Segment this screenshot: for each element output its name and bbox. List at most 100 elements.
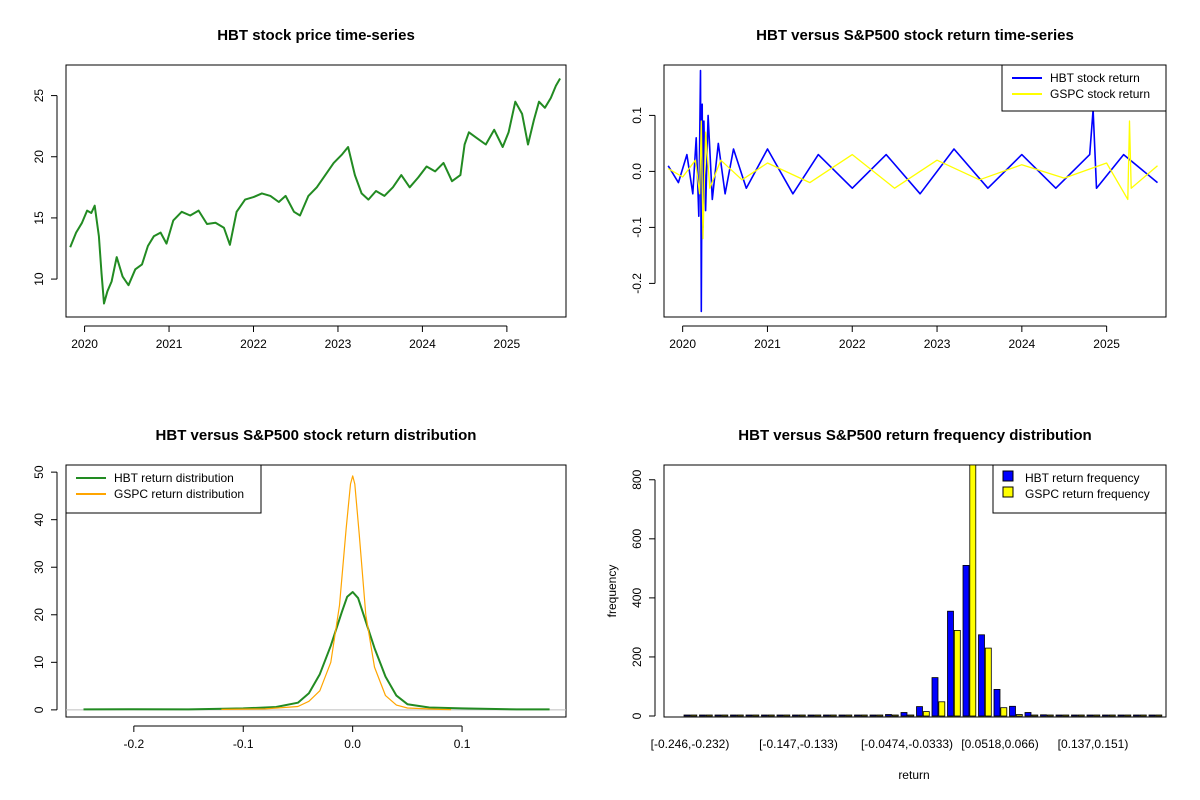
legend-label: GSPC return frequency <box>1025 487 1150 501</box>
hbt-frequency-bar <box>714 714 722 717</box>
y-tick-label: 50 <box>32 465 46 479</box>
plot-frame <box>663 464 1167 718</box>
hbt-frequency-bar <box>869 714 877 717</box>
legend-label: HBT stock return <box>1050 71 1140 85</box>
x-tick-label: 0.0 <box>344 737 361 751</box>
x-tick-label: 2023 <box>325 337 352 351</box>
gspc-frequency-bar <box>814 714 822 717</box>
gspc-frequency-bar <box>705 714 713 717</box>
hbt-frequency-bar <box>683 714 691 717</box>
y-tick-label: 0 <box>32 706 46 713</box>
hbt-frequency-bar <box>900 712 908 717</box>
x-tick-label: 2021 <box>754 337 781 351</box>
gspc-frequency-bar <box>1108 714 1116 717</box>
hbt-frequency-bar <box>761 714 768 717</box>
x-tick-label: 2021 <box>156 337 183 351</box>
x-tick-label: -0.1 <box>233 737 254 751</box>
x-tick-label: 2020 <box>71 337 98 351</box>
y-tick-label: 10 <box>32 655 46 669</box>
legend-label: GSPC return distribution <box>114 487 244 501</box>
hbt-frequency-bar <box>885 714 892 717</box>
gspc-frequency-bar <box>690 714 698 717</box>
hbt-frequency-bar <box>1009 705 1016 717</box>
gspc-frequency-bar <box>891 714 899 717</box>
y-tick-label: 0.1 <box>630 107 644 124</box>
legend-label: HBT return distribution <box>114 471 234 485</box>
x-tick-label: 2022 <box>240 337 267 351</box>
hbt-frequency-bar <box>993 689 1001 717</box>
gspc-frequency-bar <box>798 714 806 717</box>
x-tick-label: 2025 <box>1093 337 1120 351</box>
legend-swatch <box>1002 470 1014 482</box>
hbt-frequency-bar <box>978 634 985 717</box>
hbt-frequency-bar <box>823 714 830 717</box>
gspc-frequency-bar <box>1077 714 1085 717</box>
legend-box <box>992 464 1167 514</box>
hbt-frequency-bar <box>730 714 737 717</box>
legend-label: GSPC stock return <box>1050 87 1150 101</box>
y-tick-label: -0.2 <box>630 273 644 294</box>
gspc-frequency-bar <box>1000 707 1008 717</box>
gspc-frequency-bar <box>1062 714 1070 717</box>
gspc-frequency-bar <box>922 711 930 717</box>
x-tick-label: 2024 <box>1008 337 1035 351</box>
hbt-frequency-bar <box>699 714 706 717</box>
gspc-frequency-bar <box>1015 714 1023 717</box>
y-tick-label: 15 <box>32 211 46 225</box>
gspc-frequency-bar <box>736 714 744 717</box>
plot-frame <box>65 464 567 718</box>
gspc-return-line <box>667 120 1158 240</box>
hbt-frequency-bar <box>1133 714 1140 717</box>
hbt-frequency-bar <box>838 714 846 717</box>
hbt-return-line <box>667 69 1159 313</box>
hbt-frequency-bar <box>962 565 970 717</box>
price-series-line <box>69 78 561 305</box>
y-tick-label: 40 <box>32 513 46 527</box>
y-axis-title: frequency <box>605 565 619 618</box>
y-tick-label: 200 <box>630 647 644 667</box>
hbt-frequency-bar <box>947 610 954 717</box>
hbt-frequency-bar <box>745 714 753 717</box>
chart-title: HBT versus S&P500 stock return distribut… <box>156 427 477 444</box>
gspc-frequency-bar <box>1124 714 1132 717</box>
hbt-frequency-bar <box>792 714 799 717</box>
hbt-frequency-bar <box>1024 712 1032 717</box>
hbt-frequency-bar <box>1086 714 1094 717</box>
hbt-frequency-bar <box>1117 714 1125 717</box>
x-tick-label: -0.2 <box>123 737 144 751</box>
hbt-frequency-bar <box>916 706 923 717</box>
y-tick-label: 400 <box>630 588 644 608</box>
gspc-frequency-bar <box>969 464 977 717</box>
gspc-frequency-bar <box>783 714 791 717</box>
y-tick-label: 800 <box>630 469 644 489</box>
gspc-frequency-bar <box>752 714 760 717</box>
hbt-frequency-bar <box>1040 714 1047 717</box>
plot-frame <box>65 64 567 318</box>
legend-box <box>1001 64 1167 112</box>
chart-title: HBT versus S&P500 return frequency distr… <box>738 427 1091 444</box>
x-tick-label: [-0.246,-0.232) <box>651 737 730 751</box>
hbt-frequency-bar <box>1071 714 1078 717</box>
hbt-frequency-bar <box>807 714 815 717</box>
gspc-frequency-bar <box>845 714 853 717</box>
chart-title: HBT stock price time-series <box>217 27 415 44</box>
gspc-frequency-bar <box>767 714 775 717</box>
x-tick-label: 2023 <box>924 337 951 351</box>
gspc-frequency-bar <box>984 647 992 717</box>
y-tick-label: 10 <box>32 272 46 286</box>
x-tick-label: [0.0518,0.066) <box>961 737 1038 751</box>
hbt-density-line <box>83 591 550 711</box>
gspc-frequency-bar <box>1031 714 1039 717</box>
gspc-frequency-bar <box>1139 714 1147 717</box>
gspc-frequency-bar <box>953 630 961 717</box>
legend-box <box>65 464 262 514</box>
chart-title: HBT versus S&P500 stock return time-seri… <box>756 27 1074 44</box>
gspc-frequency-bar <box>829 714 837 717</box>
hbt-frequency-bar <box>854 714 861 717</box>
x-tick-label: 2022 <box>839 337 866 351</box>
x-tick-label: 2024 <box>409 337 436 351</box>
legend-swatch <box>1002 486 1014 498</box>
y-tick-label: 30 <box>32 560 46 574</box>
